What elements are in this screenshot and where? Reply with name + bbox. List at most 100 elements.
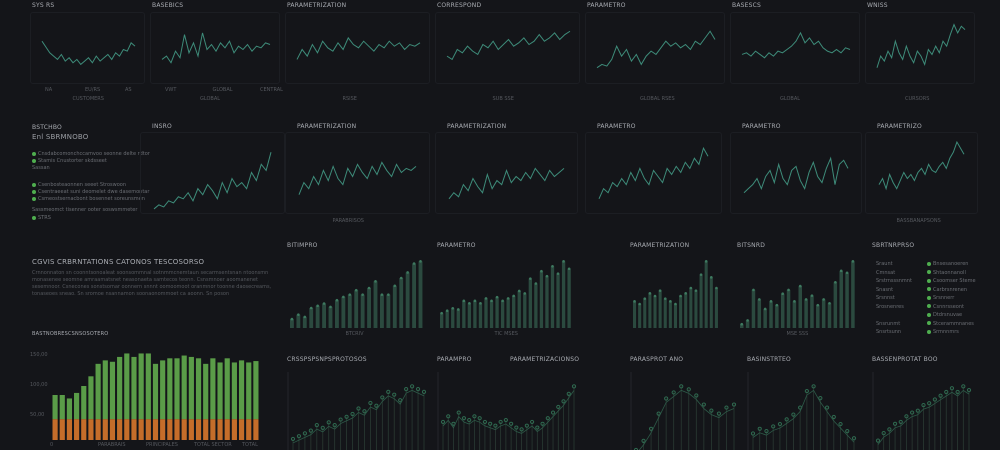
bar xyxy=(709,277,713,328)
point xyxy=(904,414,909,419)
status-dot-icon xyxy=(32,158,36,163)
bar-marker xyxy=(658,289,662,292)
bar xyxy=(386,294,391,328)
legend-text: Carbrsnrenen xyxy=(933,286,968,293)
x-tick-label: PRINCIPALES xyxy=(146,442,178,448)
bar-marker xyxy=(746,319,749,322)
chart-panel xyxy=(435,12,580,84)
bar-segment-orange xyxy=(131,419,137,440)
bar xyxy=(489,300,494,328)
point xyxy=(910,410,915,415)
bar-marker xyxy=(445,309,449,313)
bar-segment-green xyxy=(195,358,202,420)
bar xyxy=(517,290,521,328)
bar-segment-green xyxy=(145,353,151,420)
bar xyxy=(528,278,532,328)
bar-segment-green xyxy=(160,360,166,420)
bar xyxy=(740,324,744,328)
chart-subtitle: PARAMETRIZACIONSO xyxy=(510,356,580,363)
bar xyxy=(405,272,410,328)
bar xyxy=(467,303,472,328)
point xyxy=(694,393,699,398)
bar xyxy=(523,293,527,328)
point xyxy=(731,402,737,407)
legend-entry: Stcerammnanes xyxy=(927,320,974,329)
bar-marker xyxy=(633,300,636,303)
bar-marker xyxy=(816,303,820,307)
point xyxy=(290,436,296,442)
bar-marker xyxy=(704,260,708,263)
bar-segment-orange xyxy=(52,419,58,440)
legend-dot-icon xyxy=(927,321,931,325)
info-line: Stamis Cnustorter skdsseet xyxy=(32,157,107,166)
info-text: Csenbosteaonnen seeet Stroswoon xyxy=(38,182,127,188)
trend-line xyxy=(752,389,855,443)
legend-dot-icon xyxy=(927,270,931,274)
series-line xyxy=(446,30,571,61)
chart-title: PARAMETRO xyxy=(597,123,636,130)
line-chart xyxy=(596,30,716,69)
bar-segment-green xyxy=(174,358,180,420)
legend-text: Srmnnmrs xyxy=(933,329,959,335)
point xyxy=(641,438,646,444)
point xyxy=(784,417,789,422)
chart-title: PARASPROT ANO xyxy=(630,356,684,363)
bar xyxy=(484,298,488,328)
point xyxy=(314,422,319,428)
line-chart xyxy=(741,31,851,59)
point xyxy=(374,403,379,408)
bar-marker xyxy=(839,269,843,273)
x-axis-label: BTCRIV xyxy=(345,331,364,337)
bar-marker xyxy=(374,280,377,283)
bar-marker xyxy=(763,307,767,311)
point xyxy=(764,429,769,434)
legend-text: Dtdrsnuvae xyxy=(933,312,963,318)
point xyxy=(421,389,427,394)
chart-title: BASEBICS xyxy=(152,2,184,9)
legend-dot-icon xyxy=(927,278,931,283)
point xyxy=(456,410,461,415)
point xyxy=(561,399,566,404)
point xyxy=(633,447,639,450)
bar-segment-orange xyxy=(81,419,87,440)
point xyxy=(938,393,943,398)
bar-marker xyxy=(663,297,667,300)
bar-marker xyxy=(643,297,647,300)
bar-marker xyxy=(551,264,554,268)
point xyxy=(566,391,571,396)
info-text: Sassmeomct tisenner ooter soswsmmeter xyxy=(32,207,138,213)
chart-title: BITSNRD xyxy=(737,242,766,249)
bar xyxy=(335,300,339,328)
bar-marker xyxy=(393,284,397,288)
bar-marker xyxy=(684,292,688,295)
bar-segment-green xyxy=(231,362,237,420)
bar-segment-green xyxy=(109,361,116,420)
lollipop-chart xyxy=(747,372,857,450)
bar xyxy=(500,300,505,328)
bar-marker xyxy=(556,272,560,275)
bar-segment-orange xyxy=(145,419,151,440)
info-line: Csenbosteaonnen seeet Stroswoon xyxy=(32,181,126,190)
lollipop-chart xyxy=(630,372,737,450)
point xyxy=(966,388,972,393)
bar-marker xyxy=(479,302,482,305)
bar-segment-orange xyxy=(160,419,166,440)
legend-dot-icon xyxy=(927,295,931,300)
bar-segment-green xyxy=(66,398,73,420)
bar-segment-green xyxy=(238,360,245,420)
bar xyxy=(638,304,642,328)
legend-entry: Srsnnerr xyxy=(927,294,954,303)
trend-line xyxy=(877,389,970,445)
legend-entry: Srmnnmrs xyxy=(927,328,959,337)
lollipop-chart xyxy=(872,372,972,450)
chart-title: PARAMETRO xyxy=(587,2,626,9)
x-tick-label: 0 xyxy=(50,442,54,448)
bar xyxy=(780,293,785,328)
bar-marker xyxy=(406,271,409,274)
bar-segment-green xyxy=(102,360,108,420)
point xyxy=(881,431,886,436)
status-dot-icon xyxy=(32,189,36,194)
x-axis-label: GLOBAL xyxy=(200,96,221,102)
bar-marker xyxy=(517,289,521,293)
point xyxy=(529,419,535,425)
